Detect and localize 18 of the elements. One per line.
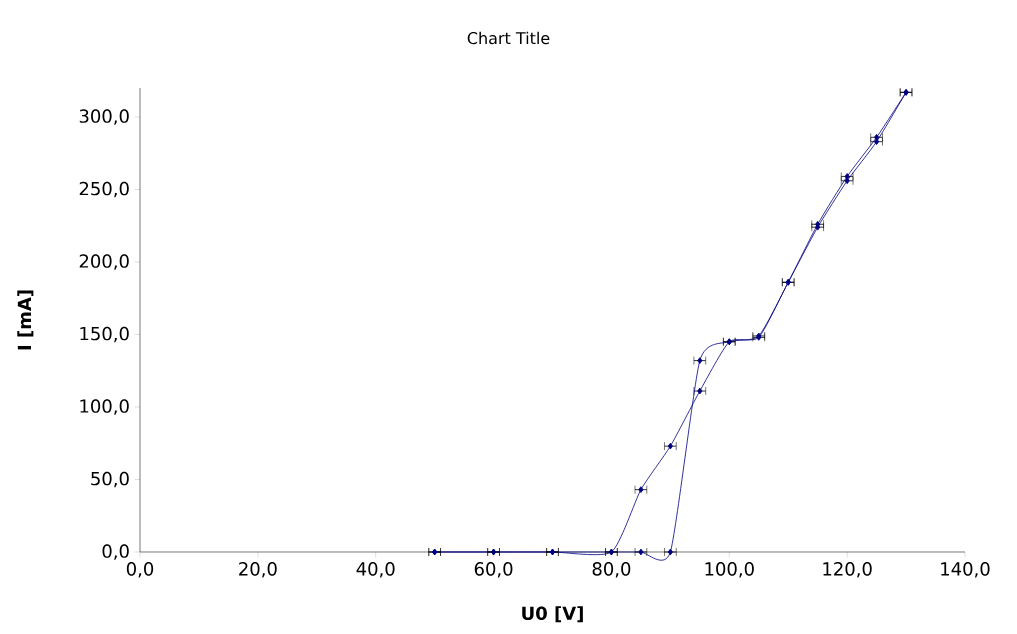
y-tick-label: 0,0: [102, 544, 129, 560]
y-axis-title: I [mA]: [17, 290, 34, 350]
x-tick-label: 140,0: [941, 562, 990, 578]
x-tick-label: 120,0: [823, 562, 872, 578]
x-tick-label: 80,0: [592, 562, 631, 578]
x-axis-title: U0 [V]: [522, 606, 583, 623]
x-tick-label: 40,0: [356, 562, 395, 578]
x-tick-label: 0,0: [126, 562, 154, 578]
y-tick-label: 250,0: [79, 181, 129, 198]
y-tick-label: 200,0: [79, 254, 129, 270]
y-tick-label: 50,0: [91, 471, 129, 488]
y-tick-label: 300,0: [79, 109, 129, 125]
x-tick-label: 100,0: [705, 562, 754, 578]
y-tick-label: 150,0: [80, 326, 129, 343]
x-tick-label: 20,0: [239, 562, 277, 578]
y-tick-label: 100,0: [80, 399, 129, 415]
x-tick-label: 60,0: [474, 562, 513, 578]
chart-title: Chart Title: [467, 31, 550, 45]
